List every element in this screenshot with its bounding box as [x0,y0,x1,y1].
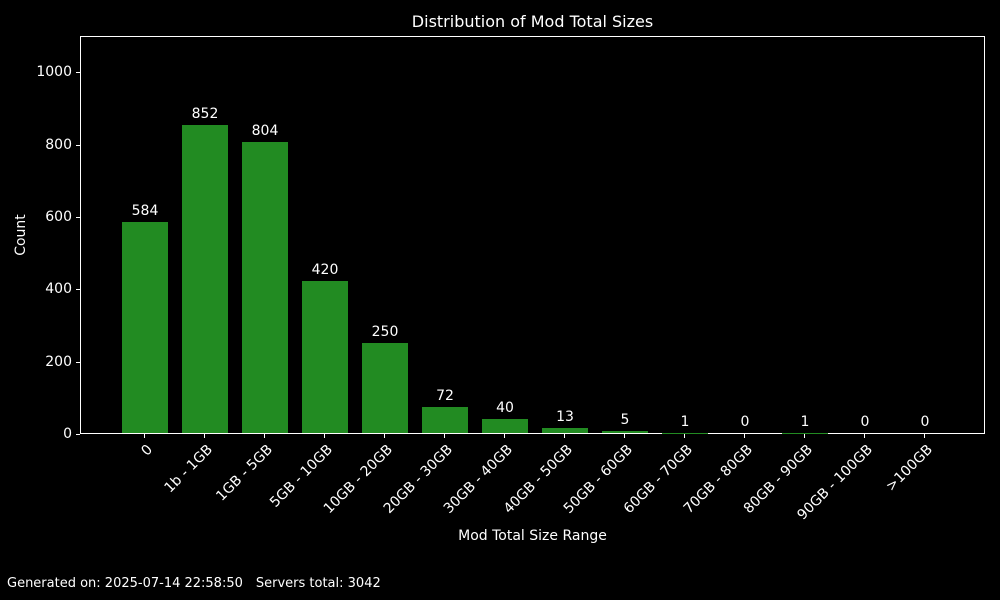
y-tick-label: 1000 [36,64,72,81]
y-tick-label: 600 [45,208,72,225]
y-tick-mark [76,72,80,74]
x-tick-mark [504,434,505,438]
x-tick-mark [204,434,205,438]
x-tick-mark [264,434,265,438]
bar-value-label: 5 [620,412,630,429]
x-tick-mark [624,434,625,438]
y-tick-label: 400 [45,281,72,298]
x-tick-mark [564,434,565,438]
footer-servers-text: Servers total: 3042 [255,576,381,591]
bar-value-label: 584 [131,202,159,219]
x-axis-label: Mod Total Size Range [458,528,607,544]
bar-value-label: 40 [496,399,514,416]
x-tick-mark [384,434,385,438]
bar [602,431,648,433]
bar [302,281,348,433]
bar-value-label: 250 [371,323,399,340]
bar-value-label: 804 [251,123,279,140]
x-tick-mark [804,434,805,438]
y-tick-label: 0 [63,426,72,442]
y-tick-label: 200 [45,353,72,370]
chart-title: Distribution of Mod Total Sizes [411,12,654,31]
x-tick-mark [144,434,145,438]
plot-area: 584 852 804 420 250 72 40 13 5 1 0 1 0 0 [80,36,985,434]
bar [422,406,468,433]
bar-value-label: 0 [860,414,870,430]
bar [182,124,228,433]
y-tick-mark [76,216,80,218]
bar-value-label: 420 [311,262,339,279]
bar-value-label: 72 [436,387,454,404]
bar [122,221,168,433]
bar-value-label: 13 [556,409,574,426]
footer-generated-text: Generated on: 2025-07-14 22:58:50 [7,576,243,591]
x-tick-mark [864,434,865,438]
bar-value-label: 852 [191,105,219,122]
bar-value-label: 1 [680,413,690,430]
bar [242,142,288,433]
y-axis-label: Count [13,214,29,256]
bar-value-label: 0 [740,414,750,430]
bar-value-label: 0 [920,414,930,430]
x-tick-mark [684,434,685,438]
footer: Generated on: 2025-07-14 22:58:50 Servers… [7,576,381,591]
bar [482,418,528,433]
y-tick-label: 800 [45,136,72,153]
bar-value-label: 1 [800,413,810,430]
x-tick-mark [924,434,925,438]
y-tick-mark [76,289,80,291]
x-tick-mark [744,434,745,438]
x-tick-mark [324,434,325,438]
bar [362,342,408,433]
x-tick-mark [444,434,445,438]
y-tick-mark [76,144,80,146]
y-tick-mark [76,434,80,435]
bar [542,428,588,433]
y-tick-mark [76,361,80,363]
